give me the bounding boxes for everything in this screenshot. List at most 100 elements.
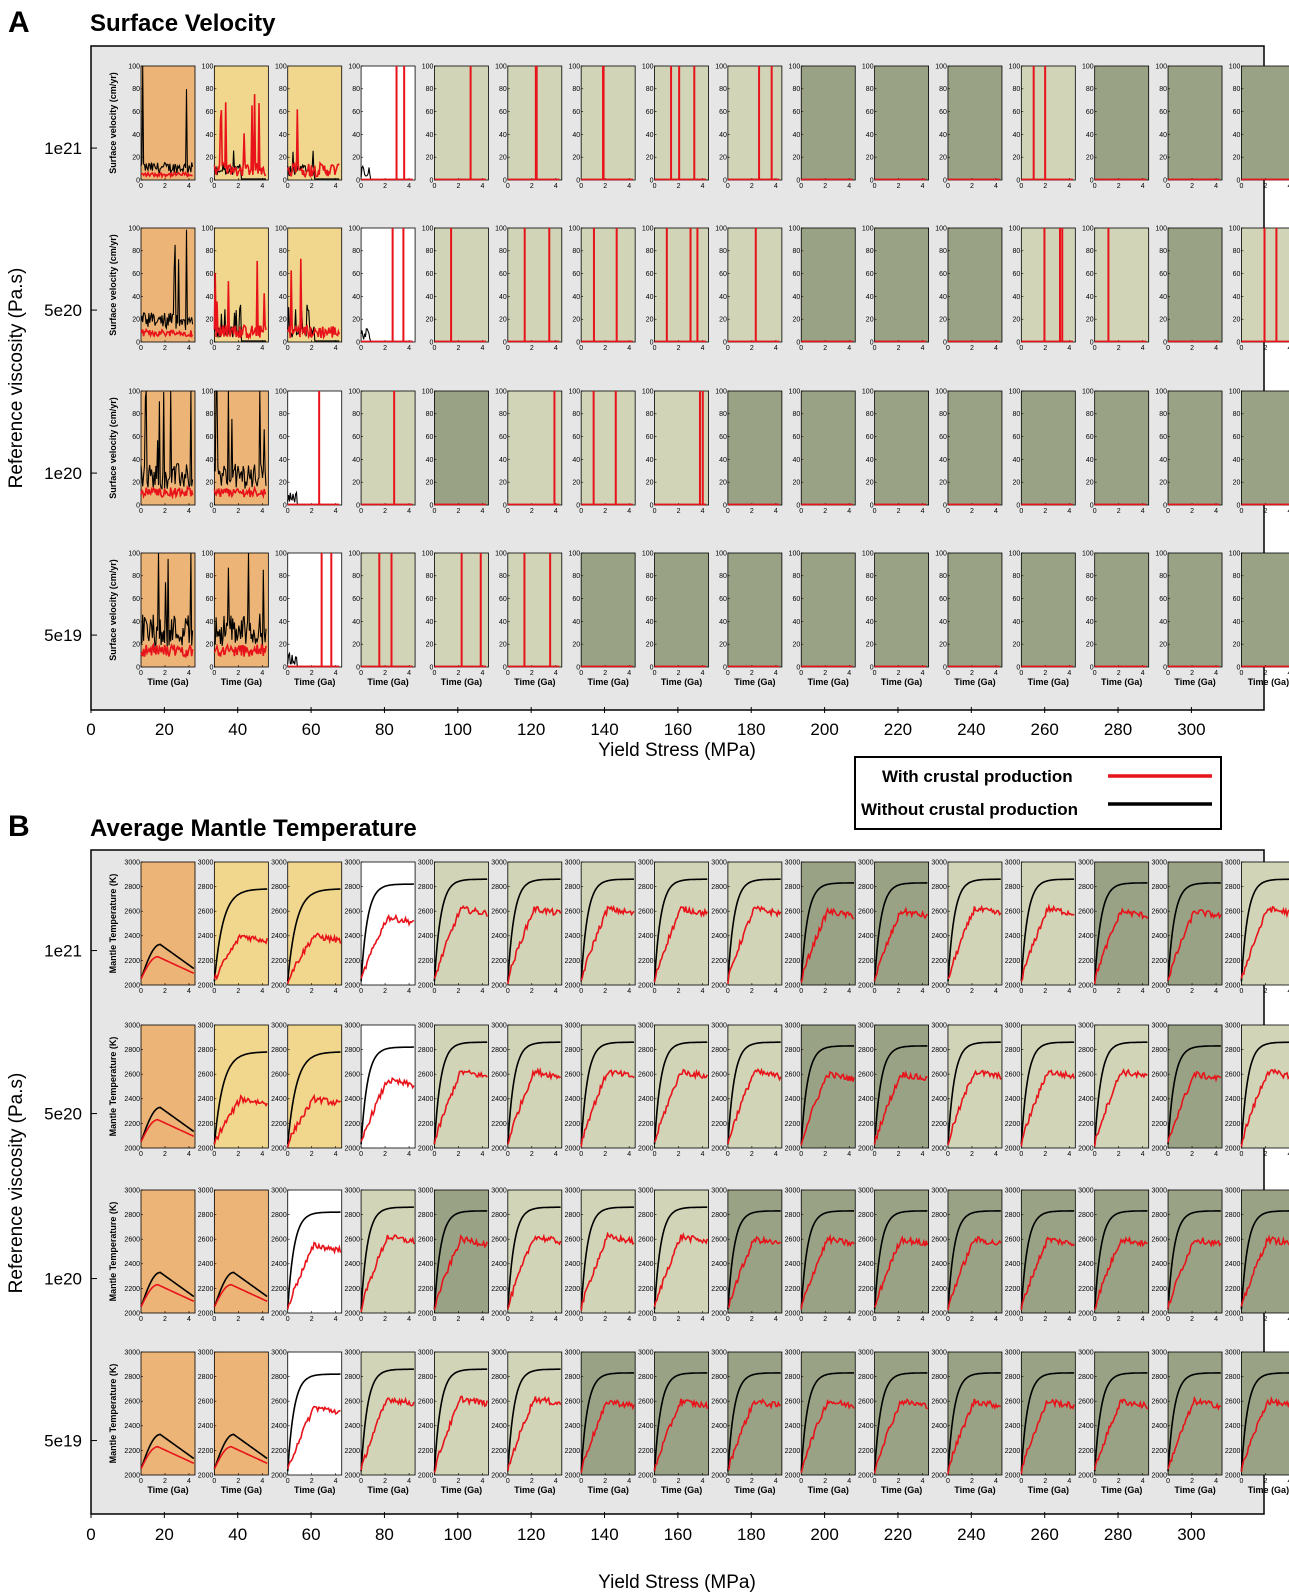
- x-tick-label: 0: [139, 183, 143, 190]
- x-tick-label: 2: [750, 1151, 754, 1158]
- y-tick-label: 2600: [858, 1072, 874, 1079]
- y-tick-label: 2800: [638, 1047, 654, 1054]
- subplot-background: [654, 1024, 709, 1149]
- y-tick-label: 2000: [345, 1310, 361, 1317]
- y-tick-label: 80: [792, 573, 800, 580]
- y-tick-label: 2200: [1078, 1448, 1094, 1455]
- x-tick-label: 2: [603, 670, 607, 677]
- y-axis-tick-label: 5e19: [44, 1432, 82, 1451]
- subplot-background: [654, 65, 709, 181]
- series-without-crust: [1093, 882, 1148, 982]
- subplot-ylabel: Surface velocity (cm/yr): [108, 559, 118, 661]
- y-tick-label: 2800: [711, 1212, 727, 1219]
- y-tick-label: 100: [202, 388, 214, 395]
- panel-a-x-axis: 0 20 40 60 80 100 120 140 160 180 200 220 240 260 280 3…: [86, 707, 1206, 739]
- subplot-xlabel: Time (Ga): [1101, 677, 1142, 687]
- series-without-crust: [507, 1041, 561, 1145]
- y-tick-label: 20: [939, 642, 947, 649]
- x-tick-label: 0: [212, 1316, 216, 1323]
- x-tick-label: 0: [799, 345, 803, 352]
- x-tick-label: 4: [994, 1316, 998, 1323]
- y-tick-label: 60: [1086, 271, 1094, 278]
- y-tick-label: 20: [572, 642, 580, 649]
- y-tick-label: 2000: [198, 1310, 214, 1317]
- y-tick-label: 2000: [1005, 1310, 1021, 1317]
- y-tick-label: 2000: [271, 982, 287, 989]
- x-tick-label: 4: [994, 988, 998, 995]
- y-tick-label: 2600: [418, 1237, 434, 1244]
- x-tick-label: 2: [677, 670, 681, 677]
- y-tick-label: 0: [943, 664, 947, 671]
- y-tick-label: 2600: [858, 1237, 874, 1244]
- x-tick-label: 2: [750, 183, 754, 190]
- subplot-xlabel: Time (Ga): [221, 1485, 262, 1495]
- series-without-crust: [1240, 1372, 1289, 1472]
- series-with-crust: [286, 109, 340, 179]
- y-tick-label: 2800: [1078, 1047, 1094, 1054]
- x-tick-label: 4: [627, 670, 631, 677]
- subplot-background: [800, 861, 856, 986]
- series-with-crust: [1240, 1395, 1289, 1472]
- x-tick-label: 2: [383, 183, 387, 190]
- x-tick-label: 2: [1263, 988, 1267, 995]
- series-with-crust: [727, 905, 782, 984]
- subplot-background: [360, 1189, 416, 1314]
- y-tick-label: 0: [136, 664, 140, 671]
- x-tick-label: 4: [260, 1478, 264, 1485]
- x-tick-label: 0: [873, 988, 877, 995]
- y-tick-label: 2400: [345, 933, 361, 940]
- subplot-background: [1020, 65, 1076, 181]
- y-tick-label: 2000: [418, 1145, 434, 1152]
- x-tick-label: 4: [627, 1478, 631, 1485]
- x-tick-label: 4: [1287, 1478, 1289, 1485]
- y-tick-label: 60: [206, 434, 214, 441]
- y-tick-label: 20: [1013, 642, 1021, 649]
- y-tick-label: 3000: [491, 1187, 507, 1194]
- y-tick-label: 40: [939, 294, 947, 301]
- subplot-xlabel: Time (Ga): [881, 1485, 922, 1495]
- y-tick-label: 2400: [858, 933, 874, 940]
- y-tick-label: 2600: [491, 909, 507, 916]
- y-tick-label: 20: [206, 317, 214, 324]
- subplot-background: [800, 390, 856, 506]
- subplot-background: [434, 227, 489, 343]
- y-tick-label: 3000: [858, 1187, 874, 1194]
- x-tick-label: 2: [383, 1478, 387, 1485]
- y-tick-label: 2800: [858, 1374, 874, 1381]
- x-tick-label: 2: [163, 670, 167, 677]
- x-tick-label: 2: [1117, 1478, 1121, 1485]
- x-tick-label: 4: [1141, 345, 1145, 352]
- x-tick-label: 0: [506, 670, 510, 677]
- x-tick-label: 0: [1093, 670, 1097, 677]
- x-tick-label: 0: [139, 1478, 143, 1485]
- series-without-crust: [1240, 1210, 1289, 1310]
- y-tick-label: 100: [568, 550, 580, 557]
- y-tick-label: 0: [870, 502, 874, 509]
- y-tick-label: 20: [352, 155, 360, 162]
- subplot-background: [1167, 1189, 1223, 1314]
- y-tick-label: 2800: [1005, 1047, 1021, 1054]
- y-tick-label: 2800: [1225, 1374, 1241, 1381]
- x-tick-label: 0: [1166, 1478, 1170, 1485]
- y-tick-label: 80: [939, 86, 947, 93]
- y-tick-label: 2600: [345, 1072, 361, 1079]
- subplot-background: [140, 390, 196, 506]
- series-with-crust: [433, 904, 488, 979]
- x-tick-label: 0: [212, 988, 216, 995]
- subplot-background: [947, 1351, 1003, 1476]
- x-tick-label: 2: [383, 345, 387, 352]
- x-tick-label: 2: [1190, 345, 1194, 352]
- x-tick-label: 4: [187, 508, 191, 515]
- y-tick-label: 2000: [565, 1472, 581, 1479]
